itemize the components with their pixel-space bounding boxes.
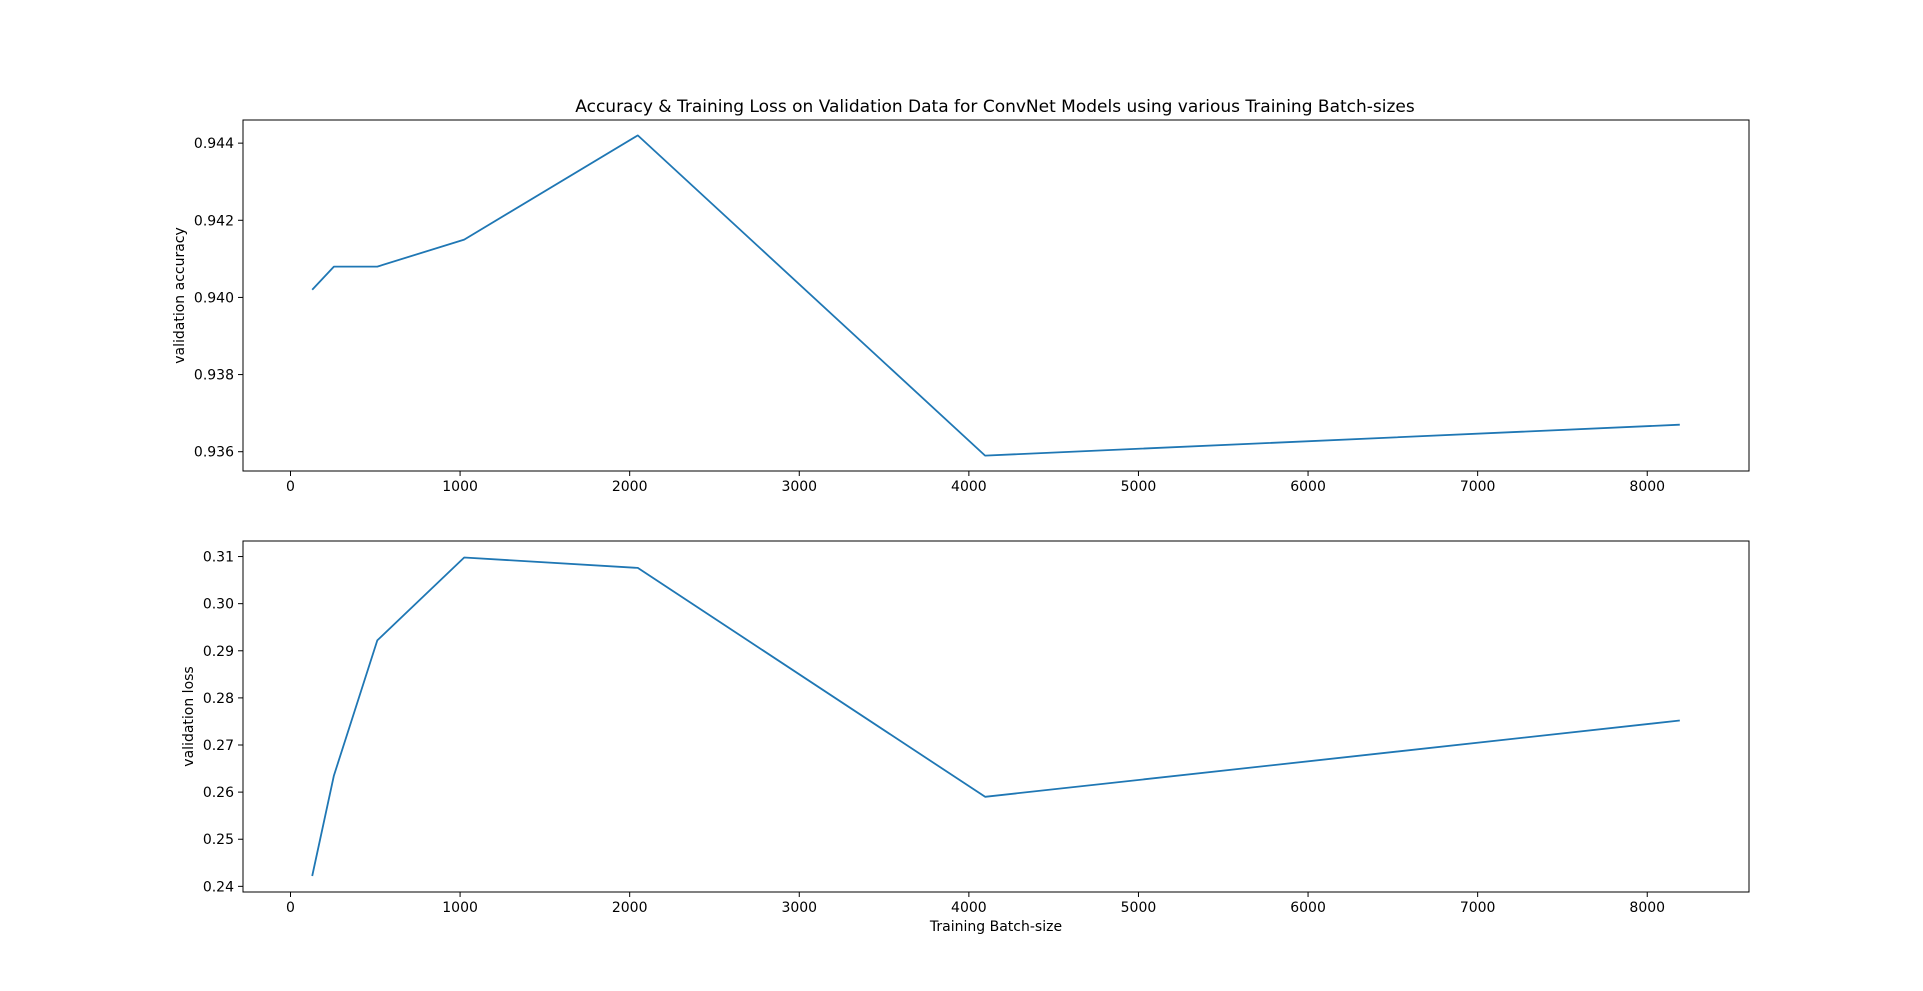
x-tick-label: 6000 <box>1290 479 1326 495</box>
y-tick-label: 0.27 <box>203 738 234 754</box>
y-tick-label: 0.29 <box>203 644 234 660</box>
y-tick-label: 0.24 <box>203 879 234 895</box>
x-tick-label: 4000 <box>951 479 987 495</box>
y-tick-label: 0.936 <box>194 445 234 461</box>
y-tick-label: 0.942 <box>194 213 234 229</box>
x-tick-label: 0 <box>286 900 295 916</box>
x-tick-label: 1000 <box>442 479 478 495</box>
validation-loss-chart: 0 1000 2000 3000 4000 5000 6000 7000 8000 0.24 0.2… <box>181 540 1750 935</box>
x-tick-label: 7000 <box>1460 900 1496 916</box>
x-tick-label: 2000 <box>612 900 648 916</box>
y-tick-label: 0.28 <box>203 691 234 707</box>
x-tick-label: 0 <box>286 479 295 495</box>
x-tick-label: 2000 <box>612 479 648 495</box>
y-tick-label: 0.31 <box>203 550 234 566</box>
x-tick-label: 7000 <box>1460 479 1496 495</box>
x-tick-label: 8000 <box>1629 479 1665 495</box>
x-tick-label: 3000 <box>781 900 817 916</box>
y-tick-label: 0.25 <box>203 832 234 848</box>
axes-frame <box>242 540 1750 893</box>
x-tick-label: 5000 <box>1121 900 1157 916</box>
y-tick-label: 0.940 <box>194 290 234 306</box>
series-line <box>311 556 1680 877</box>
y-tick-label: 0.944 <box>194 136 234 152</box>
x-tick-label: 8000 <box>1629 900 1665 916</box>
x-tick-label: 3000 <box>781 479 817 495</box>
x-tick-label: 5000 <box>1121 479 1157 495</box>
y-tick-label: 0.26 <box>203 785 234 801</box>
x-tick-label: 1000 <box>442 900 478 916</box>
y-axis-label: validation accuracy <box>172 227 188 364</box>
y-tick-label: 0.30 <box>203 597 234 613</box>
validation-accuracy-chart: 0 1000 2000 3000 4000 5000 6000 7000 8000 0.936 0.… <box>172 119 1750 495</box>
y-axis-label: validation loss <box>181 666 197 766</box>
figure-title: Accuracy & Training Loss on Validation D… <box>575 97 1415 117</box>
x-axis-label: Training Batch-size <box>929 919 1062 935</box>
axes-frame <box>242 119 1750 472</box>
x-tick-label: 6000 <box>1290 900 1326 916</box>
series-line <box>311 134 1680 457</box>
y-tick-label: 0.938 <box>194 368 234 384</box>
x-tick-label: 4000 <box>951 900 987 916</box>
